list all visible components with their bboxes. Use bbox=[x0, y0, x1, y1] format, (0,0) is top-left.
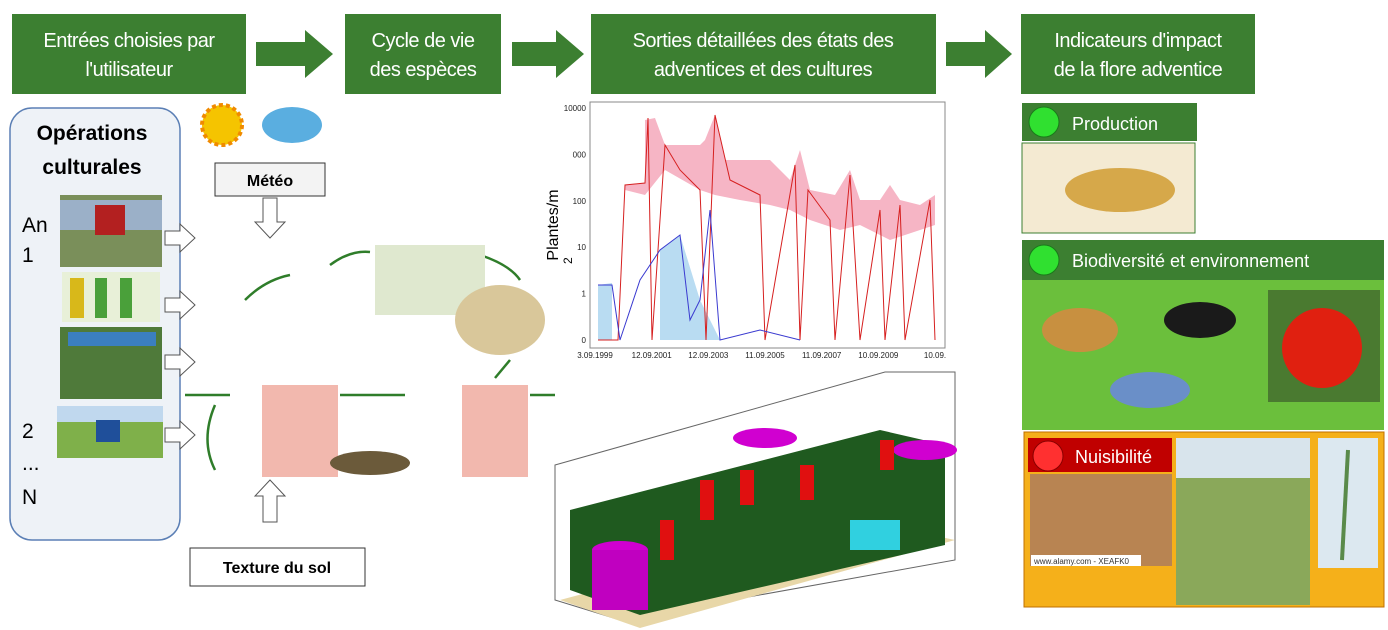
arrow bbox=[255, 480, 285, 522]
weather: Météo Texture du sol bbox=[190, 105, 365, 586]
year-label: N bbox=[22, 486, 37, 509]
step-text: Cycle de vie bbox=[372, 30, 475, 52]
plant bbox=[120, 278, 132, 318]
step-box bbox=[12, 14, 246, 94]
y-tick-label: 100 bbox=[573, 197, 587, 206]
cycle-arrow bbox=[330, 252, 370, 265]
cloud bbox=[262, 107, 322, 143]
weed bbox=[700, 480, 714, 520]
crop bbox=[733, 428, 797, 448]
x-tick-label: 10.09. bbox=[924, 351, 946, 360]
step-box bbox=[591, 14, 936, 94]
year-label: ... bbox=[22, 452, 40, 475]
soil-block bbox=[462, 385, 528, 477]
weed bbox=[660, 520, 674, 560]
year-label: 1 bbox=[22, 244, 34, 267]
tractor bbox=[96, 420, 120, 442]
weather-label: Météo bbox=[247, 173, 293, 190]
y-tick-label: 000 bbox=[573, 150, 587, 159]
seeds bbox=[455, 285, 545, 355]
smiley-bad bbox=[1033, 441, 1063, 471]
sun bbox=[202, 105, 242, 145]
plant bbox=[70, 278, 84, 318]
bee bbox=[1042, 308, 1118, 352]
canopy-3d bbox=[555, 372, 957, 628]
indicators: Production Biodiversité et environnement… bbox=[1022, 103, 1384, 607]
weed bbox=[800, 465, 814, 500]
arrow bbox=[946, 30, 1012, 78]
step-text: Indicateurs d'impact bbox=[1054, 30, 1222, 52]
panel-title: Opérations bbox=[37, 122, 148, 145]
indicator-title: Nuisibilité bbox=[1075, 447, 1152, 467]
arrow bbox=[512, 30, 584, 78]
x-tick-label: 11.09.2007 bbox=[802, 351, 842, 360]
header: Entrées choisies par l'utilisateur Cycle… bbox=[12, 14, 1255, 94]
y-tick-label: 10 bbox=[577, 243, 586, 252]
photo-seeds bbox=[1030, 474, 1172, 566]
x-tick-label: 12.09.2001 bbox=[632, 351, 673, 360]
step-text: Entrées choisies par bbox=[43, 30, 215, 52]
crop bbox=[850, 520, 900, 550]
life-cycle bbox=[185, 245, 555, 477]
soil-label: Texture du sol bbox=[223, 560, 331, 577]
x-ticks: 3.09.1999 12.09.2001 12.09.2003 11.09.2005 1… bbox=[577, 351, 946, 360]
y-tick-label: 10000 bbox=[564, 104, 587, 113]
indicator-title: Biodiversité et environnement bbox=[1072, 251, 1309, 271]
bird bbox=[1110, 372, 1190, 408]
x-tick-label: 12.09.2003 bbox=[688, 351, 729, 360]
plant bbox=[95, 278, 107, 318]
step-box bbox=[1021, 14, 1255, 94]
photo-tractor-body bbox=[95, 205, 125, 235]
step-text: Sorties détaillées des états des bbox=[633, 30, 894, 52]
photo-sky bbox=[1176, 438, 1310, 478]
grain bbox=[1065, 168, 1175, 212]
step-box bbox=[345, 14, 501, 94]
y-tick-label: 0 bbox=[582, 336, 587, 345]
soil-block bbox=[262, 385, 338, 477]
year-label: An bbox=[22, 214, 48, 237]
y-tick-label: 1 bbox=[582, 290, 587, 299]
step-text: des espèces bbox=[370, 59, 477, 81]
beetle bbox=[1164, 302, 1236, 338]
x-tick-label: 10.09.2009 bbox=[858, 351, 899, 360]
diagram: Entrées choisies par l'utilisateur Cycle… bbox=[0, 0, 1388, 630]
cycle-arrow bbox=[245, 275, 290, 300]
y-axis-label-exponent: 2 bbox=[561, 257, 575, 264]
crop bbox=[592, 550, 648, 610]
x-tick-label: 3.09.1999 bbox=[577, 351, 613, 360]
poppy bbox=[1282, 308, 1362, 388]
smiley-good bbox=[1029, 107, 1059, 137]
x-tick-label: 11.09.2005 bbox=[745, 351, 785, 360]
cycle-arrow bbox=[495, 360, 510, 378]
step-text: adventices et des cultures bbox=[654, 59, 873, 81]
photo-sky bbox=[57, 406, 163, 422]
weed bbox=[740, 470, 754, 505]
step-text: de la flore adventice bbox=[1054, 59, 1223, 81]
watermark: www.alamy.com - XEAFK0 bbox=[1033, 557, 1130, 566]
cycle-arrow bbox=[208, 405, 216, 470]
inputs-panel: Opérations culturales An 1 2 ... N bbox=[10, 108, 195, 540]
cultivator bbox=[68, 332, 156, 346]
indicator-title: Production bbox=[1072, 114, 1158, 134]
smiley-good bbox=[1029, 245, 1059, 275]
y-axis-label: Plantes/m bbox=[545, 189, 562, 260]
cycle-arrow bbox=[480, 255, 520, 280]
seeds bbox=[330, 451, 410, 475]
arrow bbox=[256, 30, 333, 78]
arrow bbox=[255, 198, 285, 238]
crop bbox=[893, 440, 957, 460]
weed bbox=[880, 440, 894, 470]
year-label: 2 bbox=[22, 420, 34, 443]
step-text: l'utilisateur bbox=[85, 59, 173, 81]
panel-title: culturales bbox=[42, 156, 141, 179]
